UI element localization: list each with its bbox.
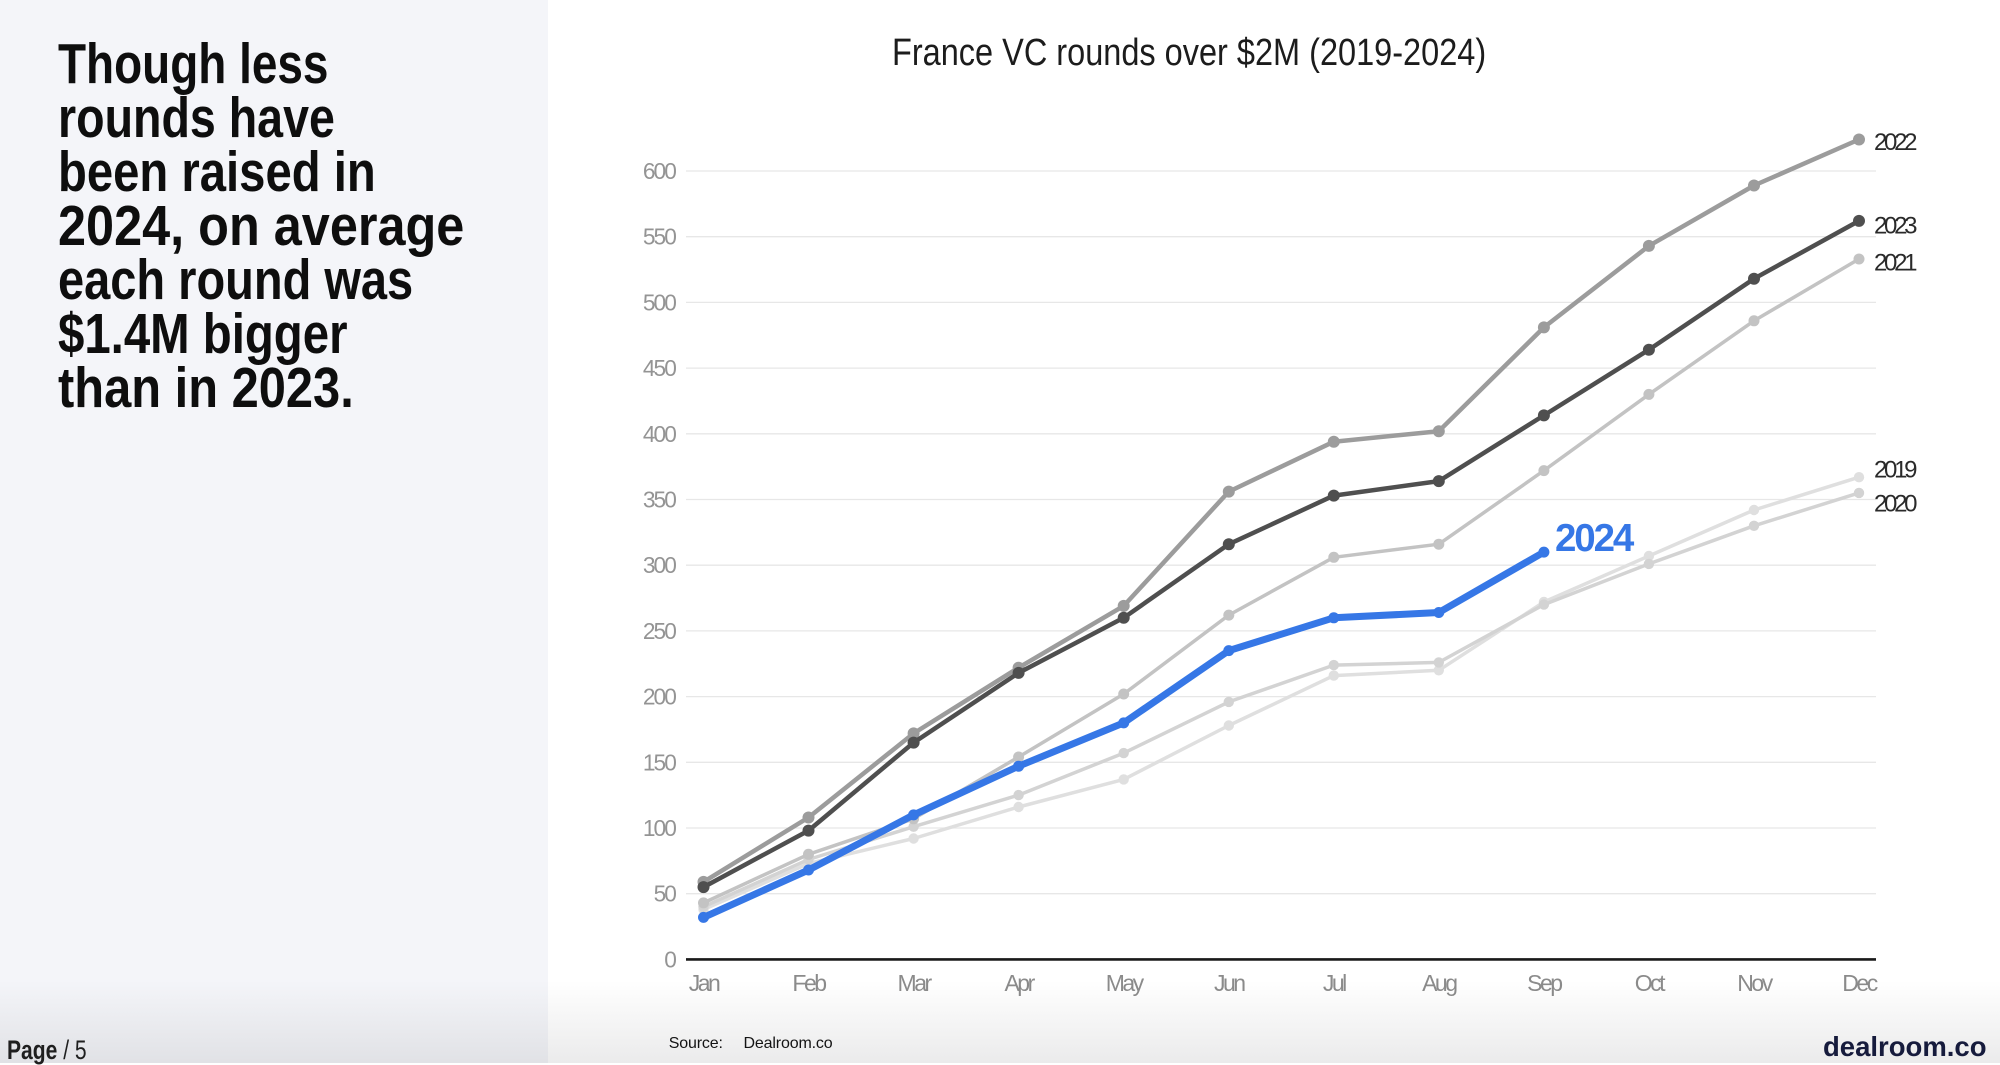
svg-text:150: 150 bbox=[643, 749, 676, 775]
svg-text:500: 500 bbox=[643, 289, 676, 315]
svg-text:550: 550 bbox=[643, 224, 676, 250]
svg-text:450: 450 bbox=[643, 355, 676, 381]
svg-text:Apr: Apr bbox=[1004, 970, 1035, 996]
svg-text:50: 50 bbox=[654, 881, 677, 907]
svg-text:2021: 2021 bbox=[1874, 250, 1917, 277]
svg-text:Jul: Jul bbox=[1323, 970, 1346, 996]
svg-text:Jun: Jun bbox=[1214, 970, 1245, 996]
svg-text:Aug: Aug bbox=[1422, 970, 1457, 996]
svg-text:250: 250 bbox=[643, 618, 676, 644]
svg-text:2023: 2023 bbox=[1874, 213, 1917, 240]
svg-text:2022: 2022 bbox=[1874, 129, 1917, 156]
svg-text:Sep: Sep bbox=[1527, 970, 1562, 996]
svg-text:300: 300 bbox=[643, 552, 676, 578]
svg-text:May: May bbox=[1106, 970, 1145, 996]
svg-text:350: 350 bbox=[643, 487, 676, 513]
svg-text:2024: 2024 bbox=[1555, 517, 1635, 560]
svg-text:Nov: Nov bbox=[1737, 970, 1773, 996]
svg-text:Dec: Dec bbox=[1842, 970, 1877, 996]
svg-text:100: 100 bbox=[643, 815, 676, 841]
svg-text:400: 400 bbox=[643, 421, 676, 447]
svg-text:2019: 2019 bbox=[1874, 457, 1917, 484]
svg-text:Feb: Feb bbox=[792, 970, 826, 996]
svg-text:2020: 2020 bbox=[1874, 491, 1917, 518]
svg-text:600: 600 bbox=[643, 158, 676, 184]
svg-text:0: 0 bbox=[664, 946, 676, 972]
svg-text:Jan: Jan bbox=[689, 970, 720, 996]
svg-text:200: 200 bbox=[643, 684, 676, 710]
svg-text:Mar: Mar bbox=[898, 970, 933, 996]
svg-text:Oct: Oct bbox=[1635, 970, 1666, 996]
